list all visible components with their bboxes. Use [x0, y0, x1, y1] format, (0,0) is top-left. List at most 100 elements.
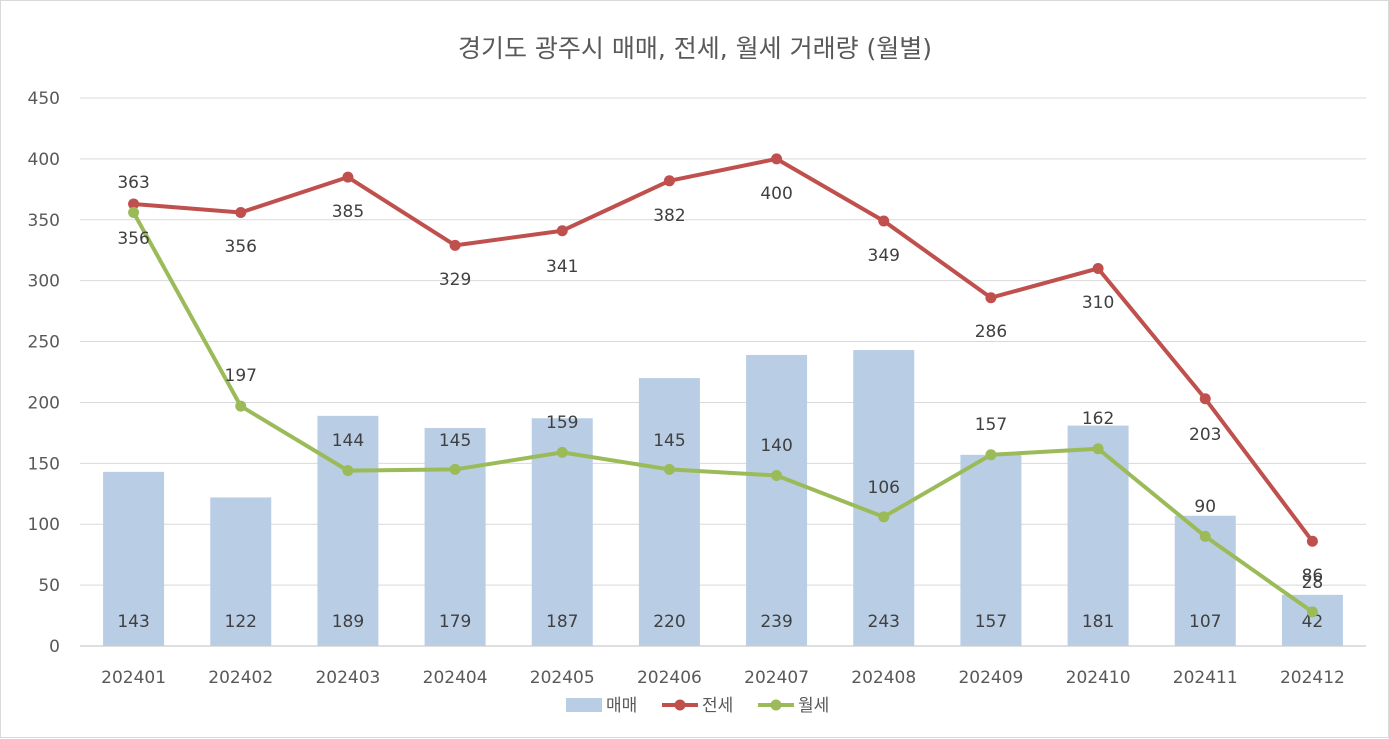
point-전세-202412: [1306, 535, 1318, 547]
line-월세: [131, 211, 1314, 614]
bar-data-label: 143: [117, 612, 149, 632]
point-월세-202405: [556, 446, 568, 458]
x-tick-label: 202404: [423, 668, 488, 688]
point-월세-202401: [128, 206, 140, 218]
line-data-label: 310: [1082, 293, 1114, 313]
bar-data-label: 189: [332, 612, 364, 632]
legend-marker-전세: [674, 699, 686, 711]
line-data-label: 385: [332, 202, 364, 222]
y-tick-label: 0: [49, 637, 60, 657]
line-data-label: 162: [1082, 409, 1114, 429]
line-data-label: 28: [1302, 573, 1324, 593]
y-tick-label: 50: [38, 576, 60, 596]
line-data-label: 400: [760, 184, 792, 204]
x-tick-label: 202403: [315, 668, 380, 688]
bar-data-label: 220: [653, 612, 685, 632]
line-data-label: 341: [546, 257, 578, 277]
legend-marker-월세: [770, 699, 782, 711]
bar-series: [103, 350, 1343, 646]
grid-lines: [80, 97, 1366, 647]
line-data-label: 363: [117, 173, 149, 193]
line-data-label: 145: [653, 431, 685, 451]
bar-data-label: 157: [975, 612, 1007, 632]
bar-202412: [1281, 594, 1343, 646]
point-월세-202404: [449, 463, 461, 475]
bar-data-label: 122: [225, 612, 257, 632]
point-전세-202408: [878, 215, 890, 227]
y-tick-label: 450: [28, 89, 60, 109]
bar-202403: [317, 415, 379, 646]
line-data-label: 144: [332, 431, 364, 451]
point-월세-202403: [342, 465, 354, 477]
point-월세-202407: [771, 470, 783, 482]
line-data-label: 203: [1189, 425, 1221, 445]
y-tick-label: 350: [28, 211, 60, 231]
point-전세-202407: [771, 153, 783, 165]
x-axis-ticks: 202401 202402 202403 202404 202405 202406 2024…: [101, 668, 1345, 688]
x-tick-label: 202410: [1066, 668, 1131, 688]
y-tick-label: 100: [28, 515, 60, 535]
line-data-label: 159: [546, 413, 578, 433]
point-월세-202409: [985, 449, 997, 461]
line-data-label: 382: [653, 206, 685, 226]
x-tick-label: 202407: [744, 668, 809, 688]
line-data-label: 145: [439, 431, 471, 451]
y-tick-label: 300: [28, 272, 60, 292]
y-tick-label: 250: [28, 333, 60, 353]
bar-data-label: 243: [868, 612, 900, 632]
y-tick-label: 200: [28, 393, 60, 413]
point-월세-202411: [1199, 530, 1211, 542]
line-data-label: 356: [225, 237, 257, 257]
line-data-label: 140: [760, 436, 792, 456]
line-data-label: 90: [1194, 497, 1216, 517]
point-전세-202402: [235, 206, 247, 218]
x-tick-label: 202408: [851, 668, 916, 688]
point-월세-202410: [1092, 443, 1104, 455]
line-data-label: 106: [868, 478, 900, 498]
legend-label-월세: 월세: [798, 696, 829, 716]
bar-202402: [210, 497, 272, 646]
bar-data-label: 239: [760, 612, 792, 632]
bar-202409: [960, 454, 1022, 646]
point-전세-202406: [663, 175, 675, 187]
line-data-label: 286: [975, 322, 1007, 342]
x-tick-label: 202406: [637, 668, 702, 688]
point-월세-202408: [878, 511, 890, 523]
bar-202408: [853, 350, 915, 646]
point-월세-202406: [663, 463, 675, 475]
legend-label-매매: 매매: [606, 696, 637, 716]
line-data-label: 329: [439, 270, 471, 290]
line-data-label: 157: [975, 415, 1007, 435]
line-data-label: 86: [1302, 566, 1324, 586]
bar-data-labels: 143 122 189 179 187 220 239 243 157 181 107 42: [117, 612, 1323, 632]
line-data-label: 349: [868, 246, 900, 266]
chart-title: 경기도 광주시 매매, 전세, 월세 거래량 (월별): [458, 34, 932, 63]
y-tick-label: 150: [28, 454, 60, 474]
bar-data-label: 42: [1302, 612, 1324, 632]
line-data-label: 356: [117, 229, 149, 249]
legend-swatch-매매: [566, 698, 602, 712]
line-data-label: 197: [225, 366, 257, 386]
y-tick-label: 400: [28, 150, 60, 170]
point-전세-202404: [449, 239, 461, 251]
legend-label-전세: 전세: [702, 696, 733, 716]
line-전세: [133, 156, 1315, 543]
point-월세-202402: [235, 400, 247, 412]
x-tick-label: 202411: [1173, 668, 1238, 688]
x-tick-label: 202409: [958, 668, 1023, 688]
point-전세-202409: [985, 292, 997, 304]
bar-data-label: 181: [1082, 612, 1114, 632]
x-tick-label: 202412: [1280, 668, 1345, 688]
y-axis-ticks: 0 50 100 150 200 250 300 350 400 450: [28, 89, 60, 657]
point-월세-202412: [1306, 606, 1318, 618]
line-series: [128, 153, 1318, 618]
point-전세-202403: [342, 171, 354, 183]
point-전세-202410: [1092, 262, 1104, 274]
line-data-labels: 363 356 385 329 341 382 400 349 286 310 203 86 356 19…: [117, 173, 1323, 593]
x-tick-label: 202401: [101, 668, 166, 688]
legend: 매매 전세 월세: [566, 696, 829, 716]
x-tick-label: 202402: [208, 668, 273, 688]
bar-data-label: 179: [439, 612, 471, 632]
